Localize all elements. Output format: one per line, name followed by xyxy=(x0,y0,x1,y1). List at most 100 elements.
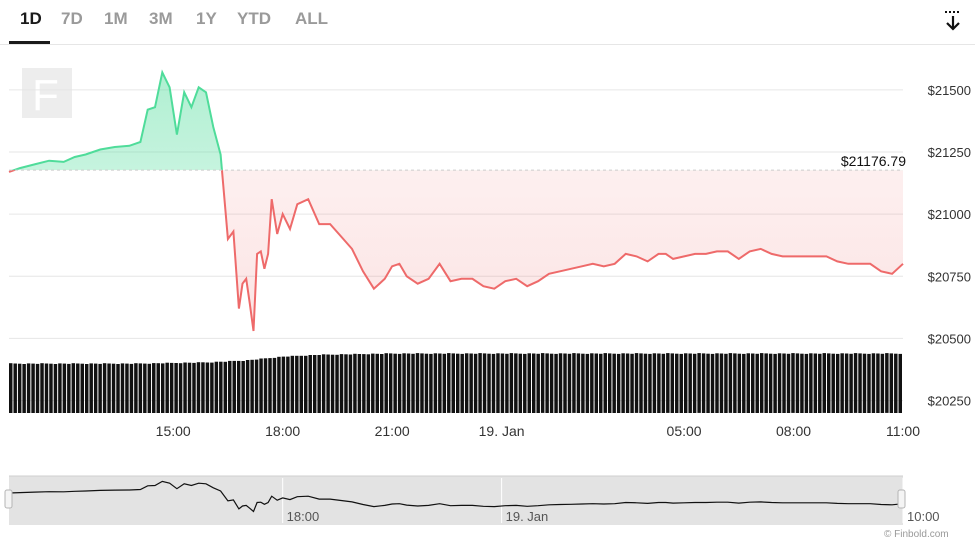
volume-bar xyxy=(715,353,719,413)
volume-bar xyxy=(549,353,554,413)
volume-bar xyxy=(822,353,827,413)
volume-bar xyxy=(129,363,134,413)
volume-bar xyxy=(862,353,867,413)
volume-bar xyxy=(44,363,49,413)
volume-bar xyxy=(178,363,183,413)
volume-bar xyxy=(800,353,804,413)
volume-bar xyxy=(523,353,527,413)
volume-bar xyxy=(415,353,420,413)
volume-bar xyxy=(111,363,116,413)
volume-bar xyxy=(666,353,670,413)
volume-bar xyxy=(871,353,876,413)
price-areas xyxy=(9,72,903,331)
tab-1d[interactable]: 1D xyxy=(20,9,42,28)
volume-bar xyxy=(67,363,71,413)
volume-bar xyxy=(786,353,791,413)
volume-bar xyxy=(692,353,697,413)
volume-bar xyxy=(876,353,880,413)
navigator[interactable]: 18:00 19. Jan 10:00 xyxy=(4,475,940,525)
volume-bar xyxy=(880,353,885,413)
tab-1y[interactable]: 1Y xyxy=(196,9,217,28)
volume-bar xyxy=(411,353,415,413)
volume-bar xyxy=(518,353,523,413)
volume-bar xyxy=(599,353,603,413)
volume-bar xyxy=(290,355,295,413)
volume-bar xyxy=(759,353,764,413)
volume-bar xyxy=(697,353,701,413)
volume-bar xyxy=(89,363,93,413)
volume-bar xyxy=(335,354,339,413)
volume-bar xyxy=(590,353,594,413)
volume-bar xyxy=(80,363,84,413)
x-tick-label: 18:00 xyxy=(265,423,300,439)
navigator-line xyxy=(8,480,904,513)
volume-bar xyxy=(545,353,549,413)
volume-bar xyxy=(165,362,169,413)
volume-bar xyxy=(272,357,277,413)
volume-bar xyxy=(259,358,263,413)
y-tick-label: $21500 xyxy=(928,83,971,98)
volume-bar xyxy=(93,363,98,413)
volume-bar xyxy=(594,353,599,413)
volume-bar xyxy=(607,353,612,413)
volume-bar xyxy=(9,363,13,413)
download-arrow-icon[interactable] xyxy=(940,8,966,34)
navigator-right-handle[interactable] xyxy=(897,489,906,509)
volume-bar xyxy=(469,353,473,413)
volume-bar xyxy=(120,363,125,413)
reference-label: $21176.79 xyxy=(841,153,906,169)
volume-bar xyxy=(299,355,304,413)
watermark-logo: F xyxy=(22,68,72,120)
volume-bar xyxy=(125,363,129,413)
tab-7d[interactable]: 7D xyxy=(61,9,83,28)
volume-bar xyxy=(183,362,187,413)
volume-bar xyxy=(791,353,795,413)
x-tick-label: 21:00 xyxy=(375,423,410,439)
volume-bar xyxy=(362,354,366,413)
volume-bar xyxy=(795,353,800,413)
price-line-above xyxy=(10,69,223,171)
y-tick-label: $20500 xyxy=(928,331,971,346)
volume-bar xyxy=(402,353,406,413)
volume-bar xyxy=(13,363,17,413)
volume-bar xyxy=(777,353,782,413)
volume-bar xyxy=(62,363,67,413)
volume-bar xyxy=(889,353,894,413)
volume-bar xyxy=(228,360,232,413)
volume-bar xyxy=(813,353,818,413)
volume-bar xyxy=(768,353,773,413)
volume-bar xyxy=(375,353,380,413)
volume-bar xyxy=(442,353,447,413)
volume-bar xyxy=(728,353,733,413)
volume-bar xyxy=(827,353,831,413)
volume-bar xyxy=(196,362,201,413)
y-tick-label: $20250 xyxy=(928,394,971,409)
volume-bar xyxy=(585,353,590,413)
navigator-left-handle[interactable] xyxy=(4,489,13,509)
volume-bar xyxy=(40,363,44,413)
volume-bar xyxy=(147,363,152,413)
volume-bar xyxy=(603,353,607,413)
volume-bar xyxy=(31,363,35,413)
area-below xyxy=(9,170,903,331)
volume-bar xyxy=(849,353,853,413)
tab-ytd[interactable]: YTD xyxy=(237,9,271,28)
volume-bar xyxy=(192,362,196,413)
volume-bar xyxy=(438,353,442,413)
tab-all[interactable]: ALL xyxy=(295,9,329,28)
volume-bar xyxy=(138,363,143,413)
tab-1m[interactable]: 1M xyxy=(104,9,128,28)
volume-bar xyxy=(527,353,531,413)
x-tick-label: 19. Jan xyxy=(479,423,525,439)
volume-bar xyxy=(581,353,585,413)
volume-bar xyxy=(809,353,813,413)
area-above xyxy=(9,72,903,171)
volume-bar xyxy=(487,353,491,413)
tab-3m[interactable]: 3M xyxy=(149,9,173,28)
volume-bar xyxy=(804,353,809,413)
volume-bar xyxy=(500,353,505,413)
price-lines xyxy=(8,69,904,332)
volume-bar xyxy=(844,353,849,413)
svg-text:F: F xyxy=(32,71,59,120)
range-tabs: 1D 7D 1M 3M 1Y YTD ALL xyxy=(0,0,975,45)
